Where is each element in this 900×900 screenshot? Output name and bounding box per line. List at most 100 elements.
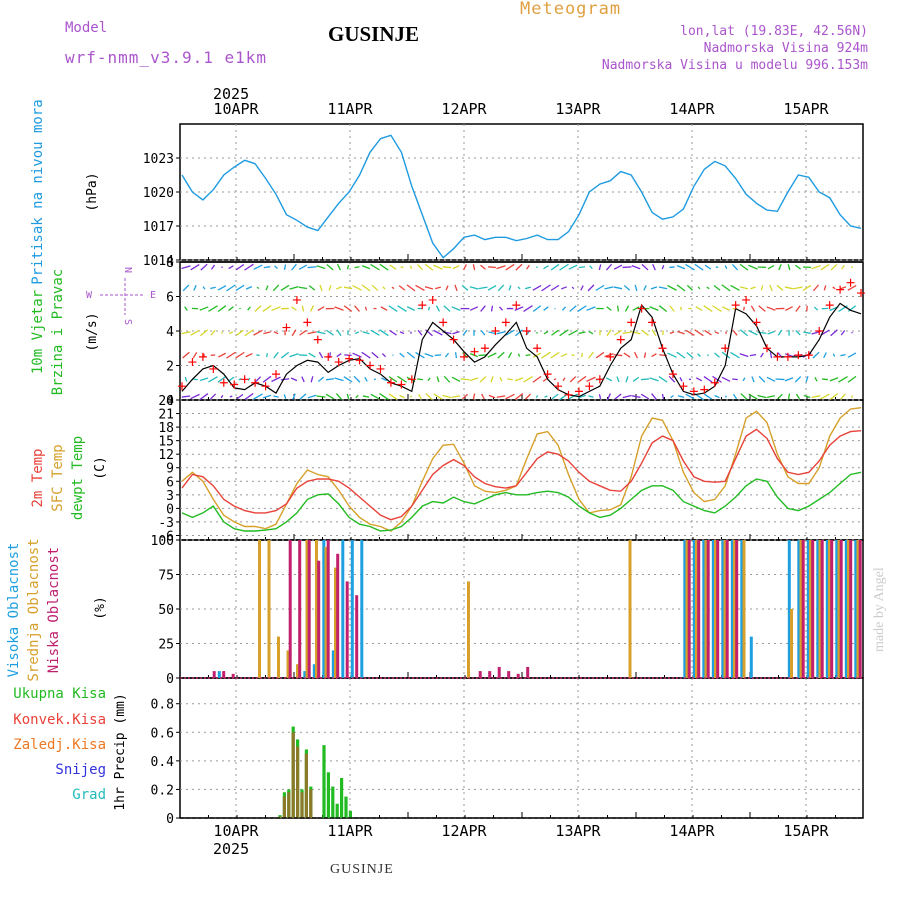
wind-barb xyxy=(784,353,794,358)
wind-barb xyxy=(604,286,614,290)
wind-barb xyxy=(766,306,776,311)
wind-barb xyxy=(651,393,657,400)
y-tick-label: 0 xyxy=(166,394,174,409)
wind-barb xyxy=(748,264,758,270)
gust-marker xyxy=(627,318,636,327)
precip-convective-bar xyxy=(300,792,304,818)
wind-barb xyxy=(614,329,622,336)
wind-barb xyxy=(424,353,434,358)
cloud-axis-title-0: Visoka Oblacnost xyxy=(6,543,22,678)
compass-n: N xyxy=(122,267,133,273)
meteogram-title: Meteogram xyxy=(520,0,622,19)
gust-marker xyxy=(386,378,395,387)
wind-barb xyxy=(370,329,380,336)
wind-barb xyxy=(743,306,745,311)
wind-barb xyxy=(217,285,227,291)
precip-total-bar xyxy=(348,810,352,818)
wind-unit: (m/s) xyxy=(85,312,100,351)
sfc-temp-line xyxy=(181,407,862,532)
wind-barb xyxy=(605,377,613,382)
wind-barb xyxy=(355,394,359,399)
wind-barb xyxy=(613,264,623,270)
wind-barb xyxy=(210,264,216,270)
cloud-bar-2 xyxy=(801,540,805,678)
wind-barb xyxy=(451,306,461,311)
precip-total-bar xyxy=(322,745,326,818)
wind-barb xyxy=(778,264,782,271)
wind-barb xyxy=(469,377,479,382)
gust-marker xyxy=(397,380,406,389)
wind-barb xyxy=(706,286,710,290)
wind-barb xyxy=(271,376,281,383)
wind-barb xyxy=(226,351,236,359)
cloud-bar-2 xyxy=(326,540,330,678)
wind-barb xyxy=(354,331,360,335)
gust-marker xyxy=(731,301,740,310)
gust-marker xyxy=(439,318,448,327)
wind-barb xyxy=(577,394,587,399)
wind-barb xyxy=(669,305,675,312)
wind-barb xyxy=(424,263,434,271)
wind-barb xyxy=(272,284,280,292)
wind-barb xyxy=(488,394,496,399)
wind-barb xyxy=(354,305,360,312)
gust-marker xyxy=(178,382,186,391)
wind-barb xyxy=(415,284,425,291)
wind-barb xyxy=(406,306,416,311)
wind-barb xyxy=(443,305,451,312)
wind-barb xyxy=(767,330,775,335)
wind-barb xyxy=(677,395,685,398)
y-tick-label: 8 xyxy=(166,256,174,271)
wind-barb xyxy=(838,305,848,313)
wind-barb xyxy=(271,306,281,312)
wind-barb xyxy=(758,305,766,312)
wind-barb xyxy=(262,375,272,383)
wind-barb xyxy=(262,394,272,399)
wind-barb xyxy=(400,266,404,269)
wind-barb xyxy=(181,395,191,398)
gust-marker xyxy=(794,351,803,360)
gust-marker xyxy=(282,323,291,332)
wind-barb xyxy=(244,263,254,271)
wind-barb xyxy=(661,264,665,270)
cloud-bar-2 xyxy=(516,673,520,678)
wind-barb xyxy=(433,393,443,400)
wind-barb xyxy=(472,393,476,400)
wind-barb xyxy=(283,264,287,270)
wind-barb xyxy=(208,376,218,383)
wind-barb xyxy=(490,305,494,312)
wind-barb xyxy=(730,284,740,291)
wind-barb xyxy=(695,377,703,382)
cloud-bar-1 xyxy=(790,609,793,678)
wind-barb xyxy=(652,263,656,271)
wind-barb xyxy=(289,352,299,358)
wind-barb xyxy=(847,375,857,383)
cloud-bar-1 xyxy=(467,581,470,678)
cloud-bar-1 xyxy=(685,540,689,678)
x-tick-label-top: 10APR xyxy=(213,100,259,118)
wind-barb xyxy=(643,352,647,358)
wind-barb xyxy=(632,376,640,382)
wind-barb xyxy=(568,264,578,270)
wind-barb xyxy=(496,331,506,335)
wind-barb xyxy=(307,394,317,399)
gust-marker xyxy=(303,318,312,327)
cloud-bar-2 xyxy=(222,671,226,678)
wind-barb xyxy=(236,329,244,336)
wind-barb xyxy=(634,284,638,292)
precip-convective-bar xyxy=(291,732,295,818)
wind-barb xyxy=(406,284,416,292)
wind-barb xyxy=(805,376,809,383)
wind-barb xyxy=(361,284,371,292)
wind-barb xyxy=(632,306,640,311)
wind-barb xyxy=(803,331,811,334)
wind-barb xyxy=(417,264,423,271)
wind-barb xyxy=(847,352,857,358)
wind-barb xyxy=(588,351,594,359)
x-tick-label-top: 15APR xyxy=(783,100,829,118)
wind-barb xyxy=(301,305,305,312)
wind-barb xyxy=(714,394,720,399)
temp2m-line xyxy=(181,428,862,521)
x-tick-label-bottom: 13APR xyxy=(555,822,601,840)
wind-barb xyxy=(193,285,197,291)
